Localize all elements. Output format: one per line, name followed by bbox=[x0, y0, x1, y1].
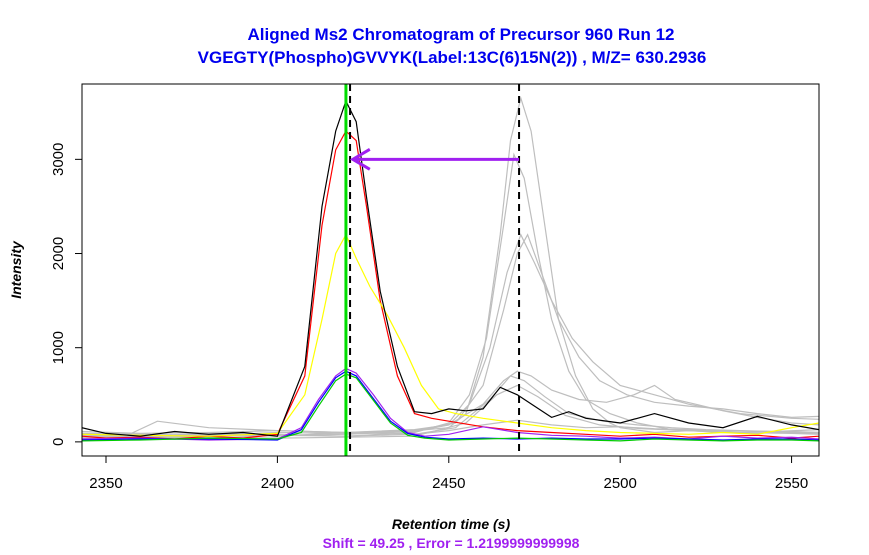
axes: 2350 2400 2450 2500 2550 0 1000 2000 3000 bbox=[50, 143, 808, 492]
series-line bbox=[82, 233, 819, 436]
y-tick-label: 2000 bbox=[50, 237, 67, 270]
series-line bbox=[82, 99, 819, 437]
series-group bbox=[82, 95, 819, 442]
series-line bbox=[82, 384, 819, 440]
plot-content bbox=[82, 84, 819, 456]
series-line bbox=[82, 233, 819, 437]
plot-frame bbox=[81, 83, 820, 457]
series-line bbox=[82, 373, 819, 442]
x-axis-title: Retention time (s) bbox=[392, 516, 511, 532]
x-tick-label: 2500 bbox=[603, 475, 636, 492]
x-tick-label: 2350 bbox=[89, 475, 122, 492]
y-tick-label: 3000 bbox=[50, 143, 67, 176]
x-tick-label: 2550 bbox=[775, 475, 808, 492]
x-tick-label: 2400 bbox=[261, 475, 294, 492]
y-axis-title: Intensity bbox=[8, 240, 24, 299]
series-line bbox=[82, 370, 819, 441]
chart-title-line2: VGEGTY(Phospho)GVVYK(Label:13C(6)15N(2))… bbox=[198, 48, 707, 67]
x-tick-label: 2450 bbox=[432, 475, 465, 492]
series-line bbox=[82, 130, 819, 440]
shift-arrow-head bbox=[349, 148, 371, 171]
chart-title-line1: Aligned Ms2 Chromatogram of Precursor 96… bbox=[248, 25, 675, 44]
series-line bbox=[82, 419, 819, 435]
y-tick-label: 0 bbox=[50, 438, 67, 446]
series-line bbox=[82, 370, 819, 437]
y-tick-label: 1000 bbox=[50, 331, 67, 364]
shift-error-annotation: Shift = 49.25 , Error = 1.2199999999998 bbox=[323, 535, 580, 551]
